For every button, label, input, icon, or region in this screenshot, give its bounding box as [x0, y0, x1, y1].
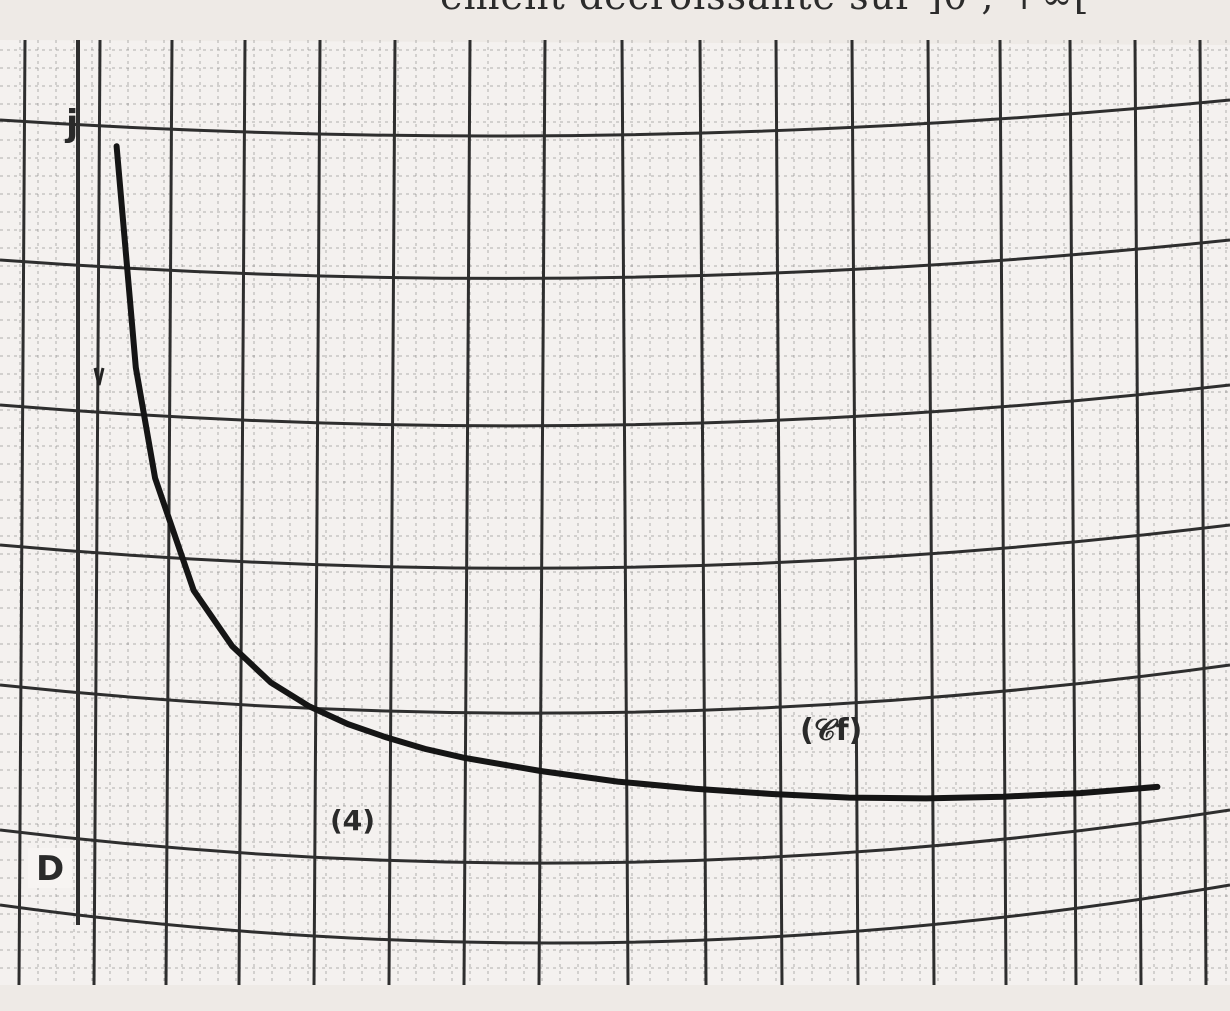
major-gridline	[17, 39, 27, 986]
origin-label: D	[36, 849, 64, 889]
major-gridline	[92, 39, 102, 986]
j-label: j	[64, 103, 78, 144]
major-gridline	[387, 39, 397, 986]
major-gridline	[0, 383, 1230, 428]
major-gridline	[0, 808, 1230, 865]
major-grid	[0, 39, 1230, 986]
line-label: (4)	[330, 804, 375, 837]
major-gridline	[0, 663, 1230, 715]
major-gridline	[1133, 39, 1143, 986]
major-gridline	[462, 39, 472, 986]
minor-grid	[0, 40, 1230, 985]
major-gridline	[1198, 39, 1208, 986]
major-gridline	[537, 39, 547, 986]
major-gridline	[0, 883, 1230, 945]
major-gridline	[698, 39, 708, 986]
major-gridline	[1068, 39, 1078, 986]
j-vector-arrow	[93, 367, 105, 386]
major-gridline	[312, 39, 322, 986]
origin-label-box	[28, 848, 72, 888]
major-gridline	[620, 39, 630, 986]
curve-cf	[113, 143, 1161, 802]
page-header-text: ement décroissante sur ]0 ; +∞[	[440, 0, 1230, 18]
curve-label: (𝒞f)	[800, 713, 862, 748]
major-gridline	[0, 98, 1230, 138]
major-gridline	[237, 39, 247, 986]
major-gridline	[774, 39, 784, 986]
major-gridline	[850, 39, 860, 986]
major-gridline	[998, 39, 1008, 986]
major-gridline	[0, 238, 1230, 280]
major-gridline	[926, 39, 936, 986]
